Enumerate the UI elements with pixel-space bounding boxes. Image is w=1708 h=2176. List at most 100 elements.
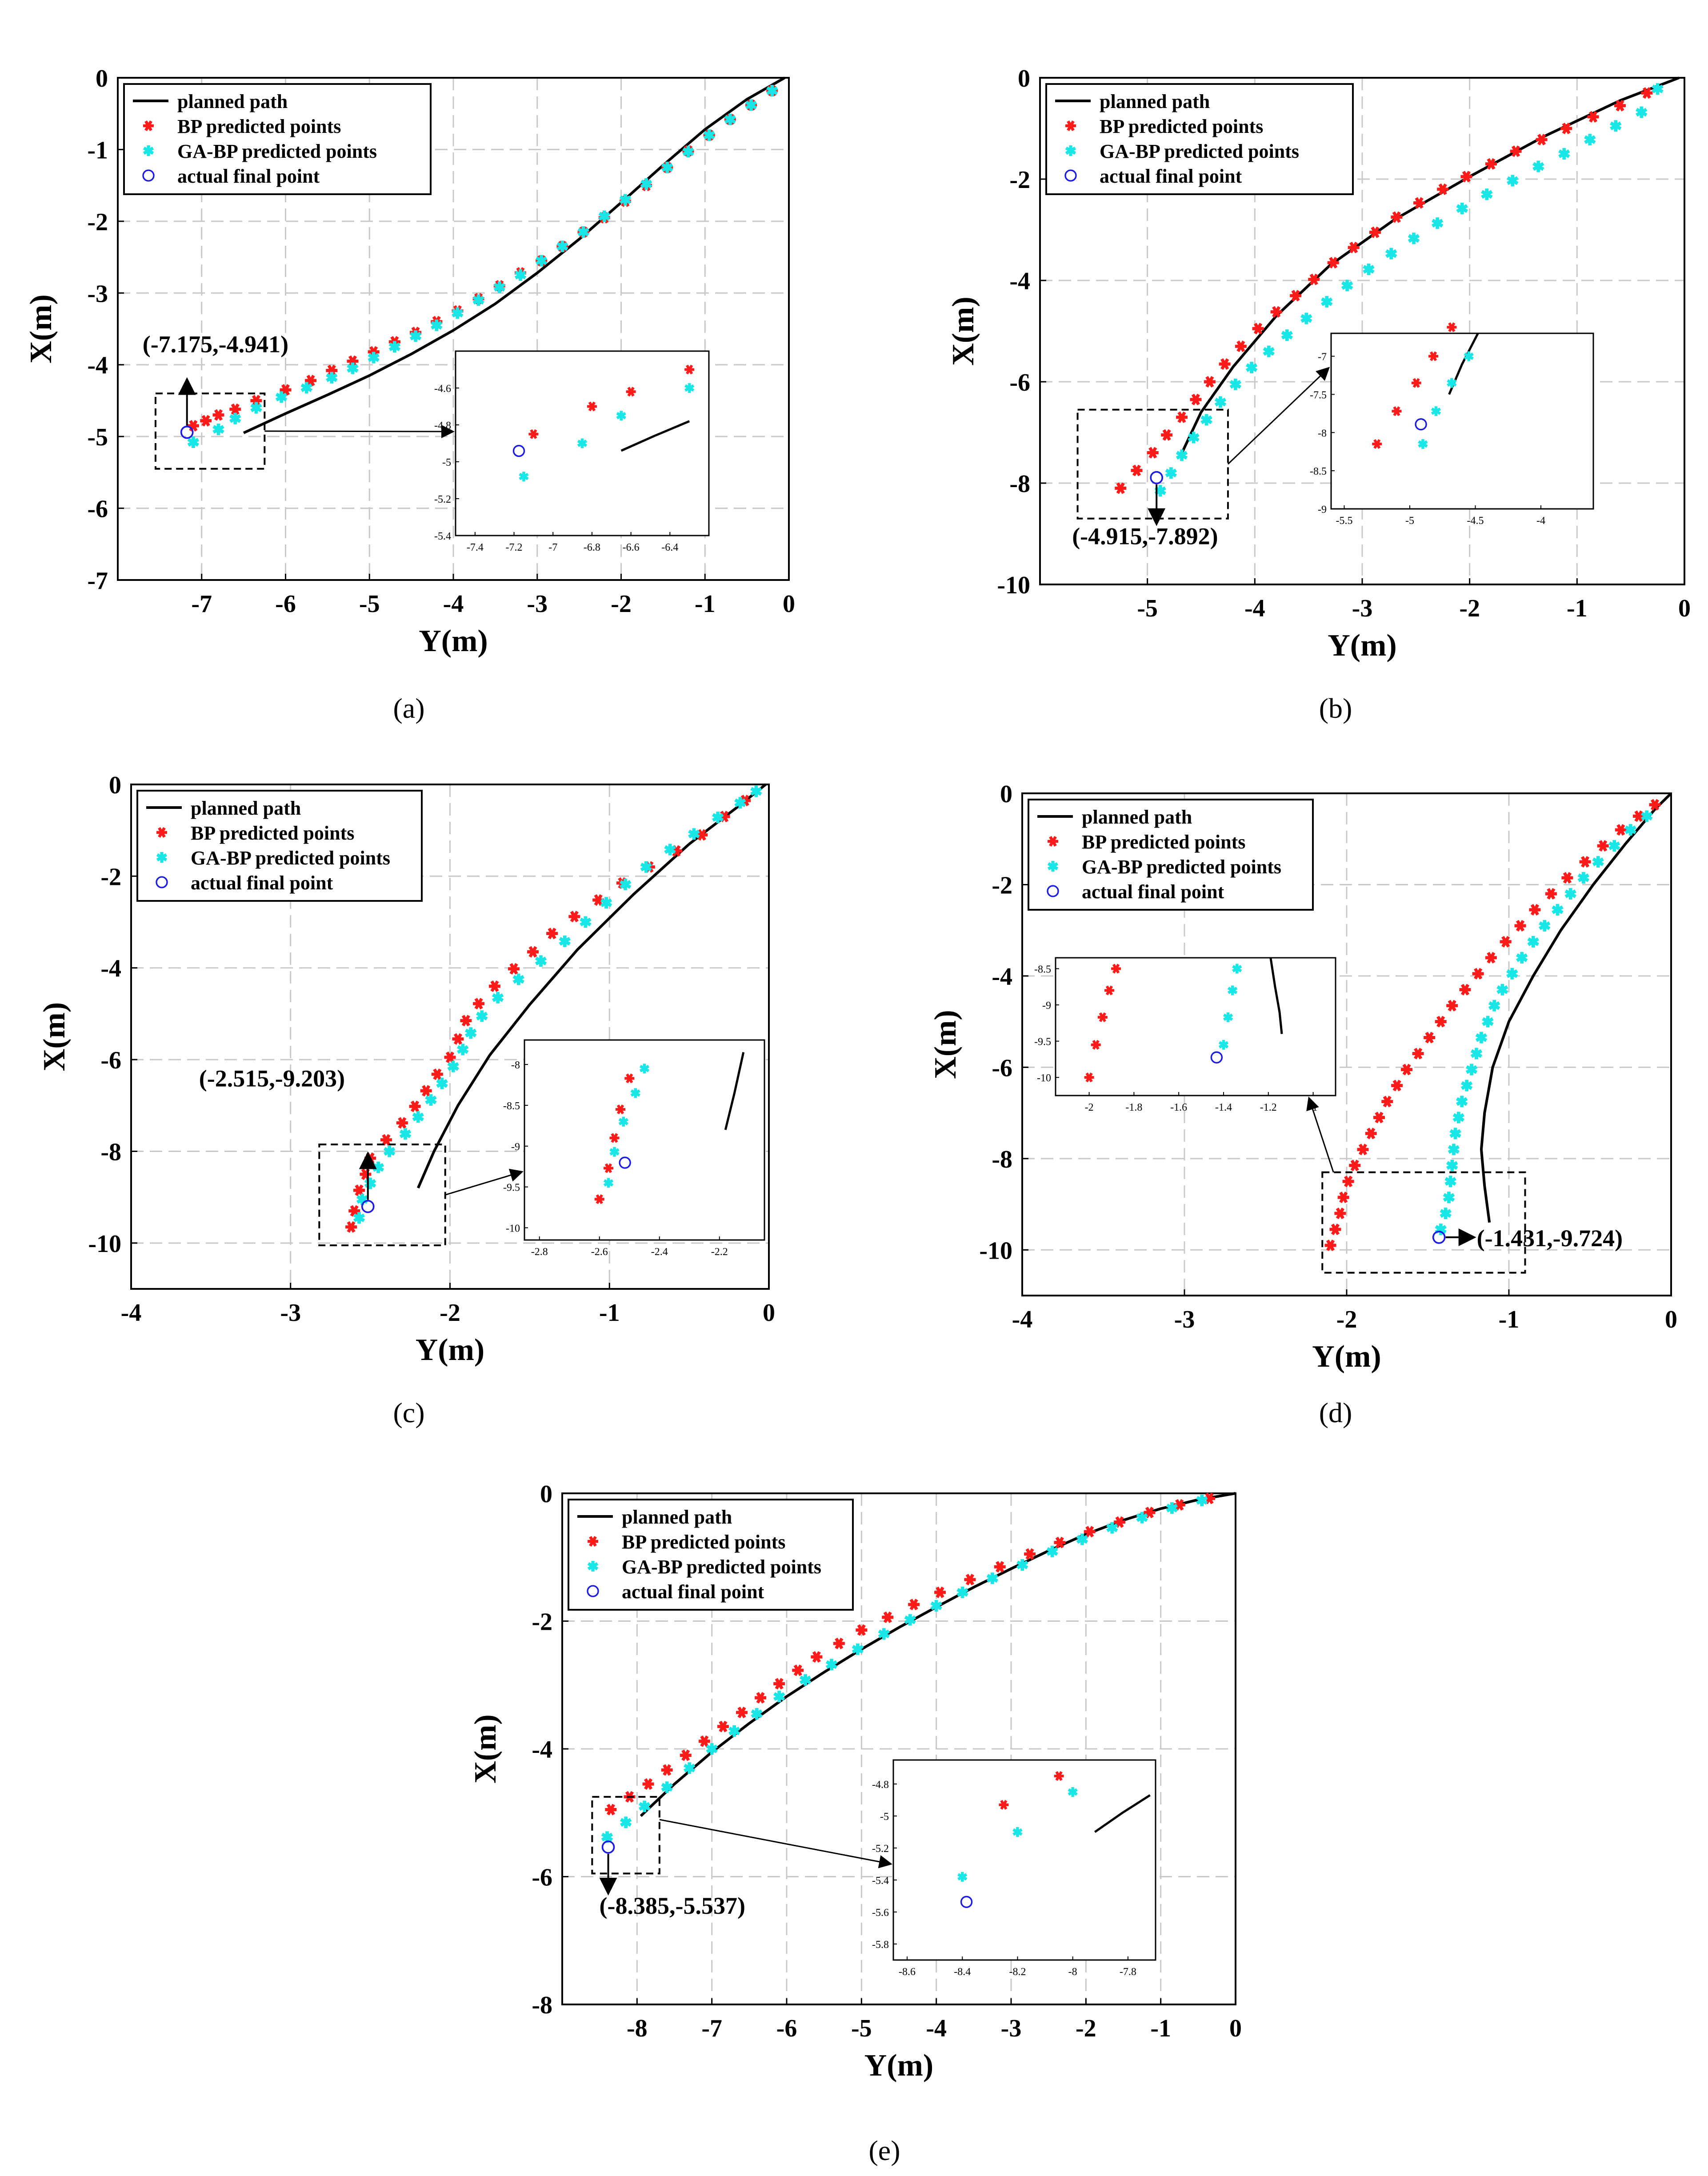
bp-point-stroke <box>1414 1048 1423 1060</box>
gabp-point <box>734 797 746 809</box>
legend-marker-gabp-stroke <box>1047 862 1059 871</box>
bp-point-stroke <box>1085 1526 1094 1538</box>
gabp-point-stroke <box>688 829 700 839</box>
bp-point-stroke <box>1055 1536 1064 1548</box>
inset-bp-point <box>1054 1771 1064 1781</box>
gabp-point-stroke <box>1516 953 1528 962</box>
gabp-point-stroke <box>598 212 610 221</box>
bp-point-stroke <box>1650 799 1660 811</box>
bp-point <box>1373 1112 1385 1124</box>
bp-point <box>250 395 262 407</box>
inset-bp-point <box>587 401 597 412</box>
zoom-box <box>318 1143 446 1246</box>
bp-point-stroke <box>1634 810 1643 822</box>
gabp-point <box>1507 175 1519 187</box>
x-tick-label: 0 <box>763 1299 775 1327</box>
bp-point <box>488 980 500 992</box>
bp-point-stroke <box>1336 1208 1344 1220</box>
gabp-point-stroke <box>364 1179 376 1188</box>
inset-bp-point <box>1084 1072 1094 1083</box>
legend-box <box>136 790 423 902</box>
bp-point <box>1633 810 1644 822</box>
gabp-point <box>712 812 724 824</box>
gabp-point <box>1652 83 1664 95</box>
bp-point <box>680 1749 692 1761</box>
x-axis-label: Y(m) <box>864 2048 933 2083</box>
x-tick-label: -4 <box>1244 595 1265 622</box>
legend-marker-gabp-stroke <box>587 1562 599 1571</box>
legend-label: actual final point <box>177 165 320 187</box>
gabp-point-stroke <box>1281 331 1293 340</box>
bp-point <box>305 375 317 387</box>
inset-x-tick-label: -1.8 <box>1125 1102 1142 1113</box>
inset-y-tick-label: -9.5 <box>1034 1036 1051 1048</box>
bp-point-stroke <box>1642 87 1652 99</box>
bp-point <box>1485 952 1497 964</box>
bp-point <box>280 384 292 396</box>
bp-point <box>934 1586 946 1598</box>
gabp-point <box>372 1161 384 1173</box>
y-tick-label: -6 <box>532 1864 552 1892</box>
inset-bp-point-stroke <box>1105 985 1113 996</box>
x-tick-label: -3 <box>280 1299 301 1327</box>
gabp-point-stroke <box>1440 1209 1452 1218</box>
inset-gabp-point-stroke <box>609 1148 620 1156</box>
bp-point-stroke <box>1460 984 1470 996</box>
gabp-point <box>825 1659 838 1671</box>
gabp-point-stroke <box>1341 281 1353 290</box>
gabp-point <box>773 1691 785 1703</box>
inset-y-tick-label: -8.5 <box>503 1100 520 1112</box>
gabp-point <box>1496 984 1508 996</box>
bp-point-stroke <box>1516 920 1525 932</box>
legend-box <box>568 1499 854 1611</box>
gabp-point <box>706 1743 718 1755</box>
gabp-point <box>1165 467 1177 479</box>
legend-label: planned path <box>622 1506 732 1528</box>
inset-gabp-point <box>1227 985 1238 996</box>
gabp-point-stroke <box>619 195 632 204</box>
bp-point-stroke <box>214 409 223 421</box>
bp-point-stroke <box>1438 183 1447 195</box>
bp-point-stroke <box>775 1678 784 1690</box>
gabp-point-stroke <box>751 1709 763 1718</box>
inset-gabp-point-stroke <box>1464 352 1474 360</box>
bp-point <box>364 1152 376 1164</box>
inset-a: -7.4 -7.2 -7 -6.8 -6.6 -6.4 -5.4 -5.2 -5 -4.8 -4.6 <box>434 350 710 553</box>
inset-bp-point-stroke <box>1373 439 1381 449</box>
bp-point <box>1460 171 1472 183</box>
inset-bp-point-stroke <box>530 429 537 439</box>
gabp-point <box>347 362 359 374</box>
planned-path-line <box>1480 792 1672 1223</box>
bp-point <box>717 1720 729 1732</box>
bp-point-stroke <box>697 829 706 841</box>
gabp-point-stroke <box>1482 1017 1494 1026</box>
gabp-point <box>1456 203 1468 215</box>
caption-c: (c) <box>393 1397 424 1428</box>
legend-marker-bp <box>588 1536 598 1547</box>
gabp-point <box>724 113 736 125</box>
bp-point <box>1514 920 1526 932</box>
inset-gabp-point <box>684 383 695 393</box>
inset-bp-point <box>1111 964 1121 974</box>
chart-e: -8 -7 -6 -5 -4 -3 -2 -1 0 -8 -6 -4 -2 0 Y(m) X(m) planne… <box>468 1480 1242 2083</box>
inset-y-tick-label: -5 <box>442 457 451 468</box>
inset-d: -2 -1.8 -1.6 -1.4 -1.2 -1-10-9.5-9-8.5 <box>1034 957 1336 1113</box>
annotation-label: (-2.515,-9.203) <box>199 1065 345 1092</box>
x-tick-label: 0 <box>783 590 795 618</box>
bp-point <box>1308 273 1320 285</box>
bp-point <box>1500 936 1512 948</box>
inset-gabp-point <box>618 1116 628 1127</box>
y-tick-label: 0 <box>1018 65 1030 92</box>
bp-point <box>200 415 212 427</box>
zoom-connector-arrow <box>1306 1096 1334 1173</box>
bp-point-stroke <box>644 1778 653 1790</box>
zoom-connector-arrow <box>445 1168 524 1196</box>
inset-gabp-point-stroke <box>603 1179 614 1187</box>
gabp-point <box>229 412 241 424</box>
inset-bp-point <box>1392 406 1402 416</box>
bp-point-stroke <box>1580 856 1590 868</box>
inset-y-tick-label: -8 <box>1318 428 1327 439</box>
x-tick-label: 0 <box>1229 2015 1242 2042</box>
inset-y-tick-label: -9.5 <box>503 1182 520 1194</box>
gabp-point <box>212 424 224 435</box>
